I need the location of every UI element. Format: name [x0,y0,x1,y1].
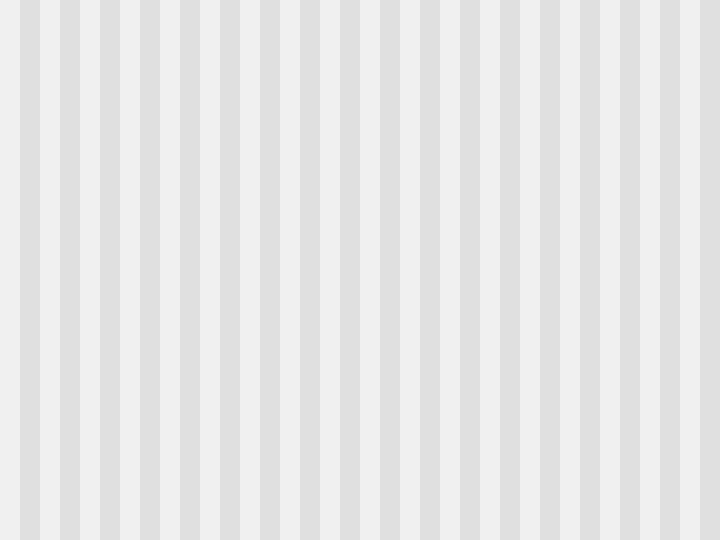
Bar [40,73,698,529]
Bar [40,0,60,540]
Polygon shape [151,311,569,372]
Bar [660,0,680,540]
Text: Application (Aplikasi): Application (Aplikasi) [265,332,455,350]
Bar [240,0,260,540]
Text: Evaluation
(Penilaian): Evaluation (Penilaian) [316,112,404,151]
Text: Comprehension (Kefahaman): Comprehension (Kefahaman) [228,395,492,413]
Bar [180,0,200,540]
Bar [160,0,180,540]
Bar [440,0,460,540]
Bar [140,0,160,540]
Bar [280,0,300,540]
Polygon shape [195,246,525,311]
Bar [400,0,420,540]
Polygon shape [243,177,477,246]
Text: Bloom Taxonomy Domain: Bloom Taxonomy Domain [235,26,485,44]
Bar [640,0,660,540]
Bar [0,0,20,540]
Bar [320,0,340,540]
Bar [120,0,140,540]
Bar [680,0,700,540]
Text: Knowledge (Pengetahuan): Knowledge (Pengetahuan) [241,468,479,487]
Bar [60,0,80,540]
Bar [260,0,280,540]
Text: Synthesis (Sintesis): Synthesis (Sintesis) [272,202,448,221]
Bar [480,0,500,540]
Bar [420,0,440,540]
Bar [380,0,400,540]
Polygon shape [43,436,677,518]
Bar [560,0,580,540]
Bar [220,0,240,540]
Bar [100,0,120,540]
Bar [360,0,380,540]
Bar [600,0,620,540]
Polygon shape [104,372,616,436]
Bar [300,0,320,540]
Bar [340,0,360,540]
Bar [200,0,220,540]
Bar [500,0,520,540]
Text: Analysis (Analisis): Analysis (Analisis) [279,269,441,288]
Bar [540,0,560,540]
Bar [460,0,480,540]
Bar [520,0,540,540]
Bar [20,0,40,540]
Bar [700,0,720,540]
Bar [620,0,640,540]
Polygon shape [294,86,426,177]
Bar [580,0,600,540]
Bar [80,0,100,540]
